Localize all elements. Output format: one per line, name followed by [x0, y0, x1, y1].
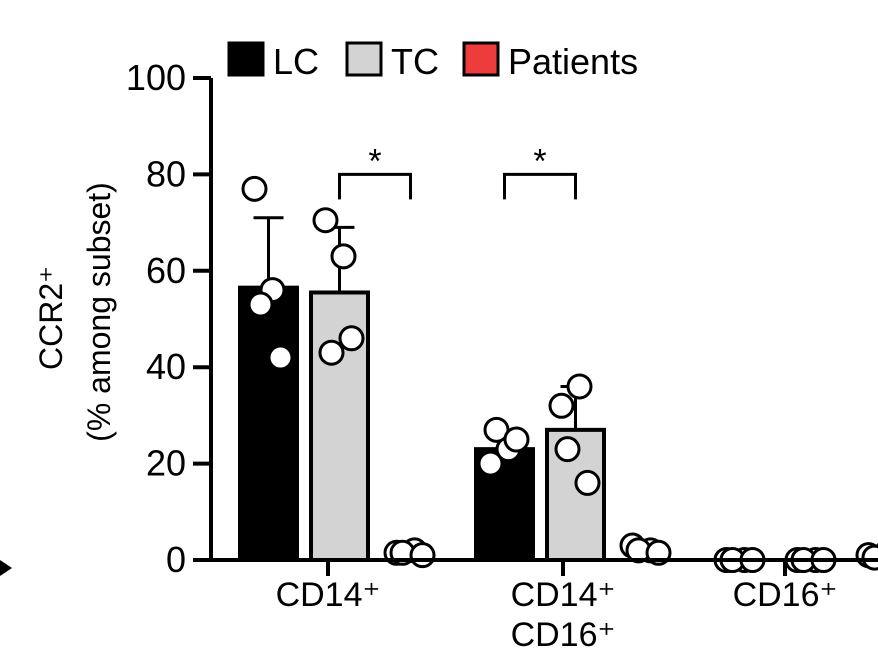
legend-swatch-patients	[462, 41, 500, 77]
significance-label: *	[368, 142, 381, 180]
x-tick-label: CD14⁺	[511, 576, 616, 614]
data-point-patients-2	[861, 544, 878, 571]
data-point-tc-1	[554, 436, 581, 463]
data-point-lc-1	[477, 450, 504, 477]
data-point-lc-1	[503, 426, 530, 453]
data-point-lc-0	[267, 344, 294, 371]
y-tick-label: 40	[146, 346, 186, 387]
significance-bracket	[503, 172, 577, 200]
y-tick-label: 80	[146, 153, 186, 194]
y-axis-label-line1: CCR2⁺	[33, 266, 69, 370]
y-tick-label: 20	[146, 443, 186, 484]
data-point-patients-0	[409, 542, 436, 569]
legend-label-tc: TC	[391, 41, 439, 82]
legend-swatch-lc	[227, 41, 265, 77]
data-point-tc-1	[548, 392, 575, 419]
legend-label-lc: LC	[273, 41, 319, 82]
significance-label: *	[533, 142, 546, 180]
significance-bracket	[338, 172, 412, 200]
y-axis-label-line2: (% among subset)	[81, 182, 117, 442]
data-point-tc-0	[338, 325, 365, 352]
data-point-tc-0	[312, 207, 339, 234]
bar-lc-0	[238, 285, 299, 562]
y-tick-label: 0	[166, 539, 186, 580]
legend-label-patients: Patients	[508, 41, 638, 82]
legend-swatch-tc	[345, 41, 383, 77]
data-point-lc-0	[247, 291, 274, 318]
y-tick-label: 60	[146, 250, 186, 291]
x-tick-label: CD16⁺	[511, 616, 616, 653]
data-point-tc-0	[318, 339, 345, 366]
y-axis-label: CCR2⁺ (% among subset)	[33, 182, 117, 442]
data-point-tc-1	[566, 373, 593, 400]
panel-arrow-icon	[0, 560, 12, 576]
x-tick-label: CD16⁺	[733, 576, 838, 614]
x-tick-label: CD14⁺	[276, 576, 381, 614]
data-point-tc-1	[574, 469, 601, 496]
data-point-tc-0	[330, 243, 357, 270]
y-tick-label: 100	[126, 57, 186, 98]
data-point-lc-0	[241, 175, 268, 202]
